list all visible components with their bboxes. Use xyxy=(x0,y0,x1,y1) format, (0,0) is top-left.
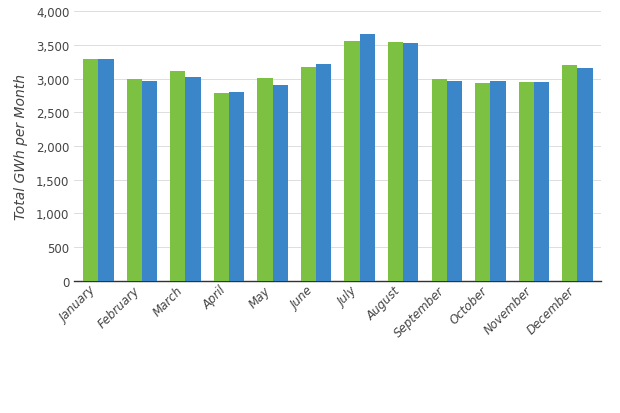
Bar xyxy=(432,79,447,281)
Bar xyxy=(519,83,534,281)
Bar xyxy=(490,82,505,281)
Bar xyxy=(83,59,99,281)
Bar xyxy=(360,35,375,281)
Bar xyxy=(257,79,273,281)
Bar xyxy=(403,44,418,281)
Bar xyxy=(577,69,593,281)
Bar xyxy=(126,79,142,281)
Bar xyxy=(562,66,577,281)
Bar xyxy=(229,93,244,281)
Bar xyxy=(99,59,113,281)
Bar xyxy=(142,82,157,281)
Bar xyxy=(345,42,360,281)
Bar xyxy=(534,83,549,281)
Bar xyxy=(170,72,185,281)
Bar xyxy=(301,68,316,281)
Bar xyxy=(185,78,201,281)
Bar xyxy=(447,81,462,281)
Y-axis label: Total GWh per Month: Total GWh per Month xyxy=(14,74,28,219)
Bar xyxy=(388,43,403,281)
Bar xyxy=(475,83,490,281)
Bar xyxy=(273,86,288,281)
Bar xyxy=(214,94,229,281)
Bar xyxy=(316,65,331,281)
